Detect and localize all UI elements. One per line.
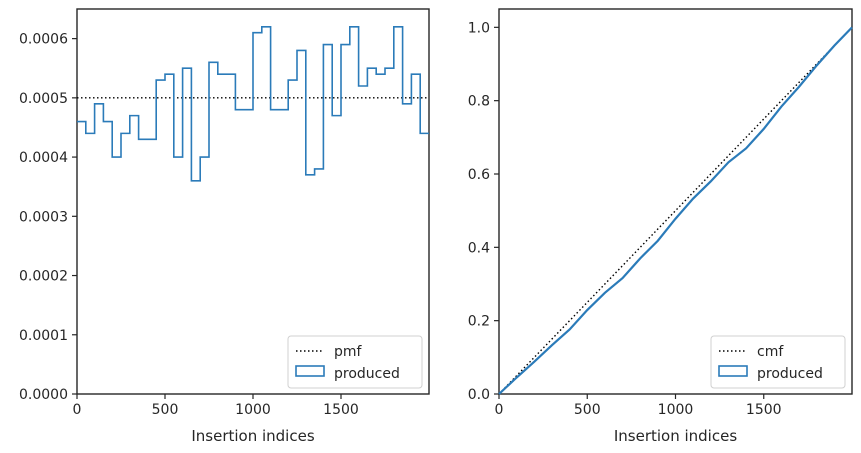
y-tick-label: 0.2 [468,314,490,330]
x-tick-label: 500 [574,402,601,418]
produced-histogram-step [77,25,429,182]
y-tick-label: 0.8 [468,94,490,110]
y-tick-label: 1.0 [468,20,490,36]
legend-produced-label: produced [334,366,400,382]
legend: pmf produced [287,335,423,389]
x-tick-label: 1500 [323,402,359,418]
x-tick-label: 500 [152,402,179,418]
x-axis-label: Insertion indices [191,427,314,445]
legend-reference-label: pmf [334,344,363,360]
x-axis-label: Insertion indices [614,427,737,445]
legend-produced-label: produced [757,366,823,382]
y-tick-label: 0.0002 [19,269,68,285]
y-tick-label: 0.4 [468,240,490,256]
x-tick-label: 1000 [235,402,271,418]
x-tick-label: 0 [495,402,504,418]
y-tick-label: 0.0004 [19,150,68,166]
left-panel-pmf: 0 500 1000 1500 0.0000 0.0001 0.0002 0.0003 0.00… [19,8,430,445]
y-tick-label: 0.0000 [19,387,68,403]
y-tick-label: 0.6 [468,167,490,183]
y-tick-label: 0.0001 [19,328,68,344]
legend-box [710,335,846,389]
y-tick-label: 0.0 [468,387,490,403]
cmf-reference-line [498,26,853,395]
legend-produced-swatch [295,365,325,377]
right-panel-cmf: 0 500 1000 1500 0.0 0.2 0.4 0.6 0.8 1.0 Insertion … [468,8,853,445]
x-tick-label: 0 [73,402,82,418]
y-tick-label: 0.0003 [19,209,68,225]
produced-cumulative-line [498,26,853,395]
y-tick-label: 0.0005 [19,91,68,107]
y-tick-label: 0.0006 [19,32,68,48]
legend-box [287,335,423,389]
legend-produced-swatch [718,365,748,377]
x-tick-label: 1500 [746,402,782,418]
legend-reference-label: cmf [757,344,784,360]
x-tick-label: 1000 [658,402,694,418]
legend: cmf produced [710,335,846,389]
